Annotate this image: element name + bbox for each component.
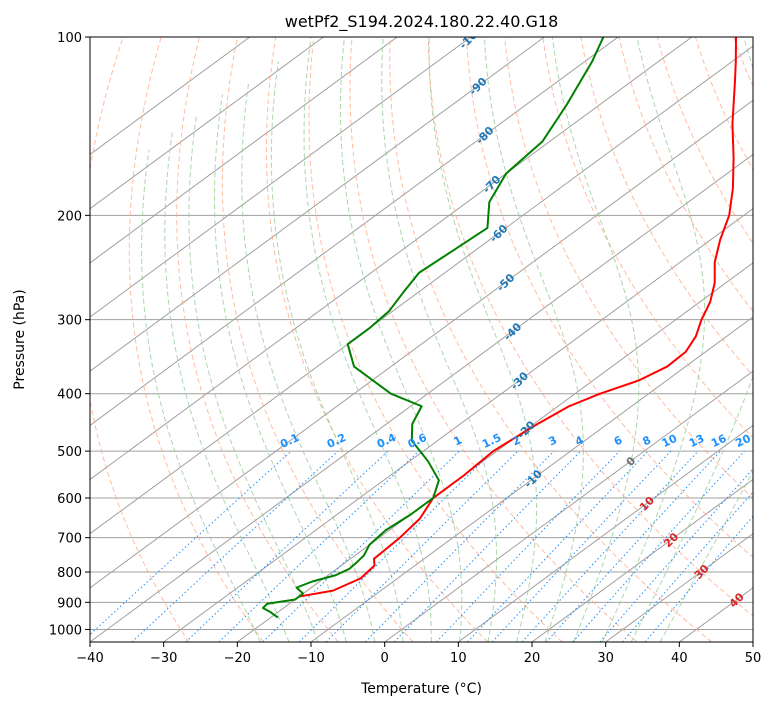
dry-adiabat-line	[580, 37, 753, 377]
x-tick-label: −20	[224, 651, 251, 666]
isotherm-line	[90, 37, 693, 481]
x-tick-label: 50	[745, 651, 762, 666]
x-tick-label: 40	[671, 651, 688, 666]
isotherm-line	[605, 533, 753, 642]
mixing-ratio-line	[393, 450, 582, 642]
mixing-ratio-label: 20	[733, 432, 753, 450]
mixing-ratio-line	[131, 450, 339, 642]
dry-adiabat-line	[656, 37, 753, 245]
isotherm-line	[90, 37, 545, 372]
moist-adiabat-line	[659, 470, 753, 642]
isotherm-line	[90, 37, 619, 426]
dry-adiabat-line	[504, 37, 753, 499]
dry-adiabat-line	[542, 37, 753, 439]
plot-frame	[89, 36, 754, 643]
dewpoint-profile-line	[261, 37, 605, 619]
y-tick-label: 100	[57, 31, 82, 46]
dry-adiabat-line	[90, 37, 190, 642]
mixing-ratio-line	[90, 450, 292, 636]
x-axis-label: Temperature (°C)	[360, 681, 482, 697]
moist-adiabat-line	[484, 37, 584, 642]
x-tick-label: 10	[450, 651, 467, 666]
moist-adiabat-line	[141, 149, 261, 642]
x-tick-label: 30	[597, 651, 614, 666]
isotherm-line	[90, 153, 753, 642]
isotherm-line	[90, 37, 398, 264]
y-tick-label: 1000	[49, 623, 82, 638]
mixing-ratio-line	[599, 468, 753, 642]
profile-lines	[261, 37, 737, 619]
dry-adiabat-line	[389, 37, 713, 642]
temperature-profile-line	[298, 37, 737, 598]
x-tick-label: 0	[381, 651, 389, 666]
dry-adiabat-line	[618, 37, 753, 313]
x-tick-label: −30	[150, 651, 177, 666]
isotherm-line	[90, 37, 324, 210]
isotherm-line	[163, 208, 753, 642]
y-tick-label: 300	[57, 314, 82, 329]
dry-adiabat-line	[349, 37, 638, 642]
dry-adiabat-line	[265, 37, 488, 642]
isotherm-line	[90, 37, 251, 156]
mixing-ratio-line	[545, 450, 721, 642]
y-tick-label: 600	[57, 492, 82, 507]
moist-adiabat-line	[601, 37, 706, 642]
dry-adiabat-line	[221, 37, 414, 642]
y-tick-label: 200	[57, 209, 82, 224]
moist-adiabat-line	[551, 37, 640, 642]
isotherm-line	[90, 37, 472, 318]
dry-adiabat-line	[128, 37, 264, 642]
chart-title: wetPf2_S194.2024.180.22.40.G18	[285, 12, 559, 32]
isotherm-line	[384, 370, 753, 642]
mixing-ratio-line	[364, 450, 555, 642]
moist-adiabat-line	[213, 94, 347, 642]
moist-adiabat-line	[188, 114, 319, 642]
mixing-ratio-label: 16	[709, 432, 729, 450]
x-tick-label: 20	[524, 651, 541, 666]
mixing-ratio-line	[298, 450, 494, 642]
moist-adiabat-line	[630, 37, 753, 642]
isotherm-line	[90, 99, 753, 589]
dry-adiabat-line	[465, 37, 753, 558]
isotherm-line	[531, 478, 753, 642]
mixing-ratio-line	[262, 450, 460, 642]
moist-adiabat-line	[340, 37, 463, 642]
y-tick-label: 400	[57, 388, 82, 403]
x-tick-label: −10	[297, 651, 324, 666]
y-tick-label: 700	[57, 532, 82, 547]
axis-ticks: −40 −30 −20 −10 0 10 20 30 40 50 100 200 300 400 500 60…	[49, 31, 761, 666]
x-tick-label: −40	[76, 651, 103, 666]
moist-adiabat-line	[303, 37, 432, 642]
mixing-ratio-label: 13	[687, 432, 706, 450]
dry-adiabat-line	[176, 37, 339, 642]
dry-adiabat-line	[427, 37, 753, 617]
mixing-ratio-line	[436, 450, 620, 642]
dry-adiabat-line	[308, 37, 563, 642]
y-tick-label: 800	[57, 566, 82, 581]
isotherm-line	[458, 424, 753, 642]
moist-adiabat-line	[270, 61, 404, 642]
moist-adiabat-line	[241, 83, 376, 642]
y-axis-label: Pressure (hPa)	[12, 289, 28, 389]
mixing-ratio-line	[325, 450, 519, 642]
y-tick-label: 500	[57, 445, 82, 460]
mixing-ratio-line	[521, 450, 699, 642]
moist-adiabat-line	[428, 37, 538, 642]
y-tick-label: 900	[57, 596, 82, 611]
mixing-ratio-label: 10	[660, 432, 680, 450]
moist-adiabat-line	[164, 132, 290, 642]
